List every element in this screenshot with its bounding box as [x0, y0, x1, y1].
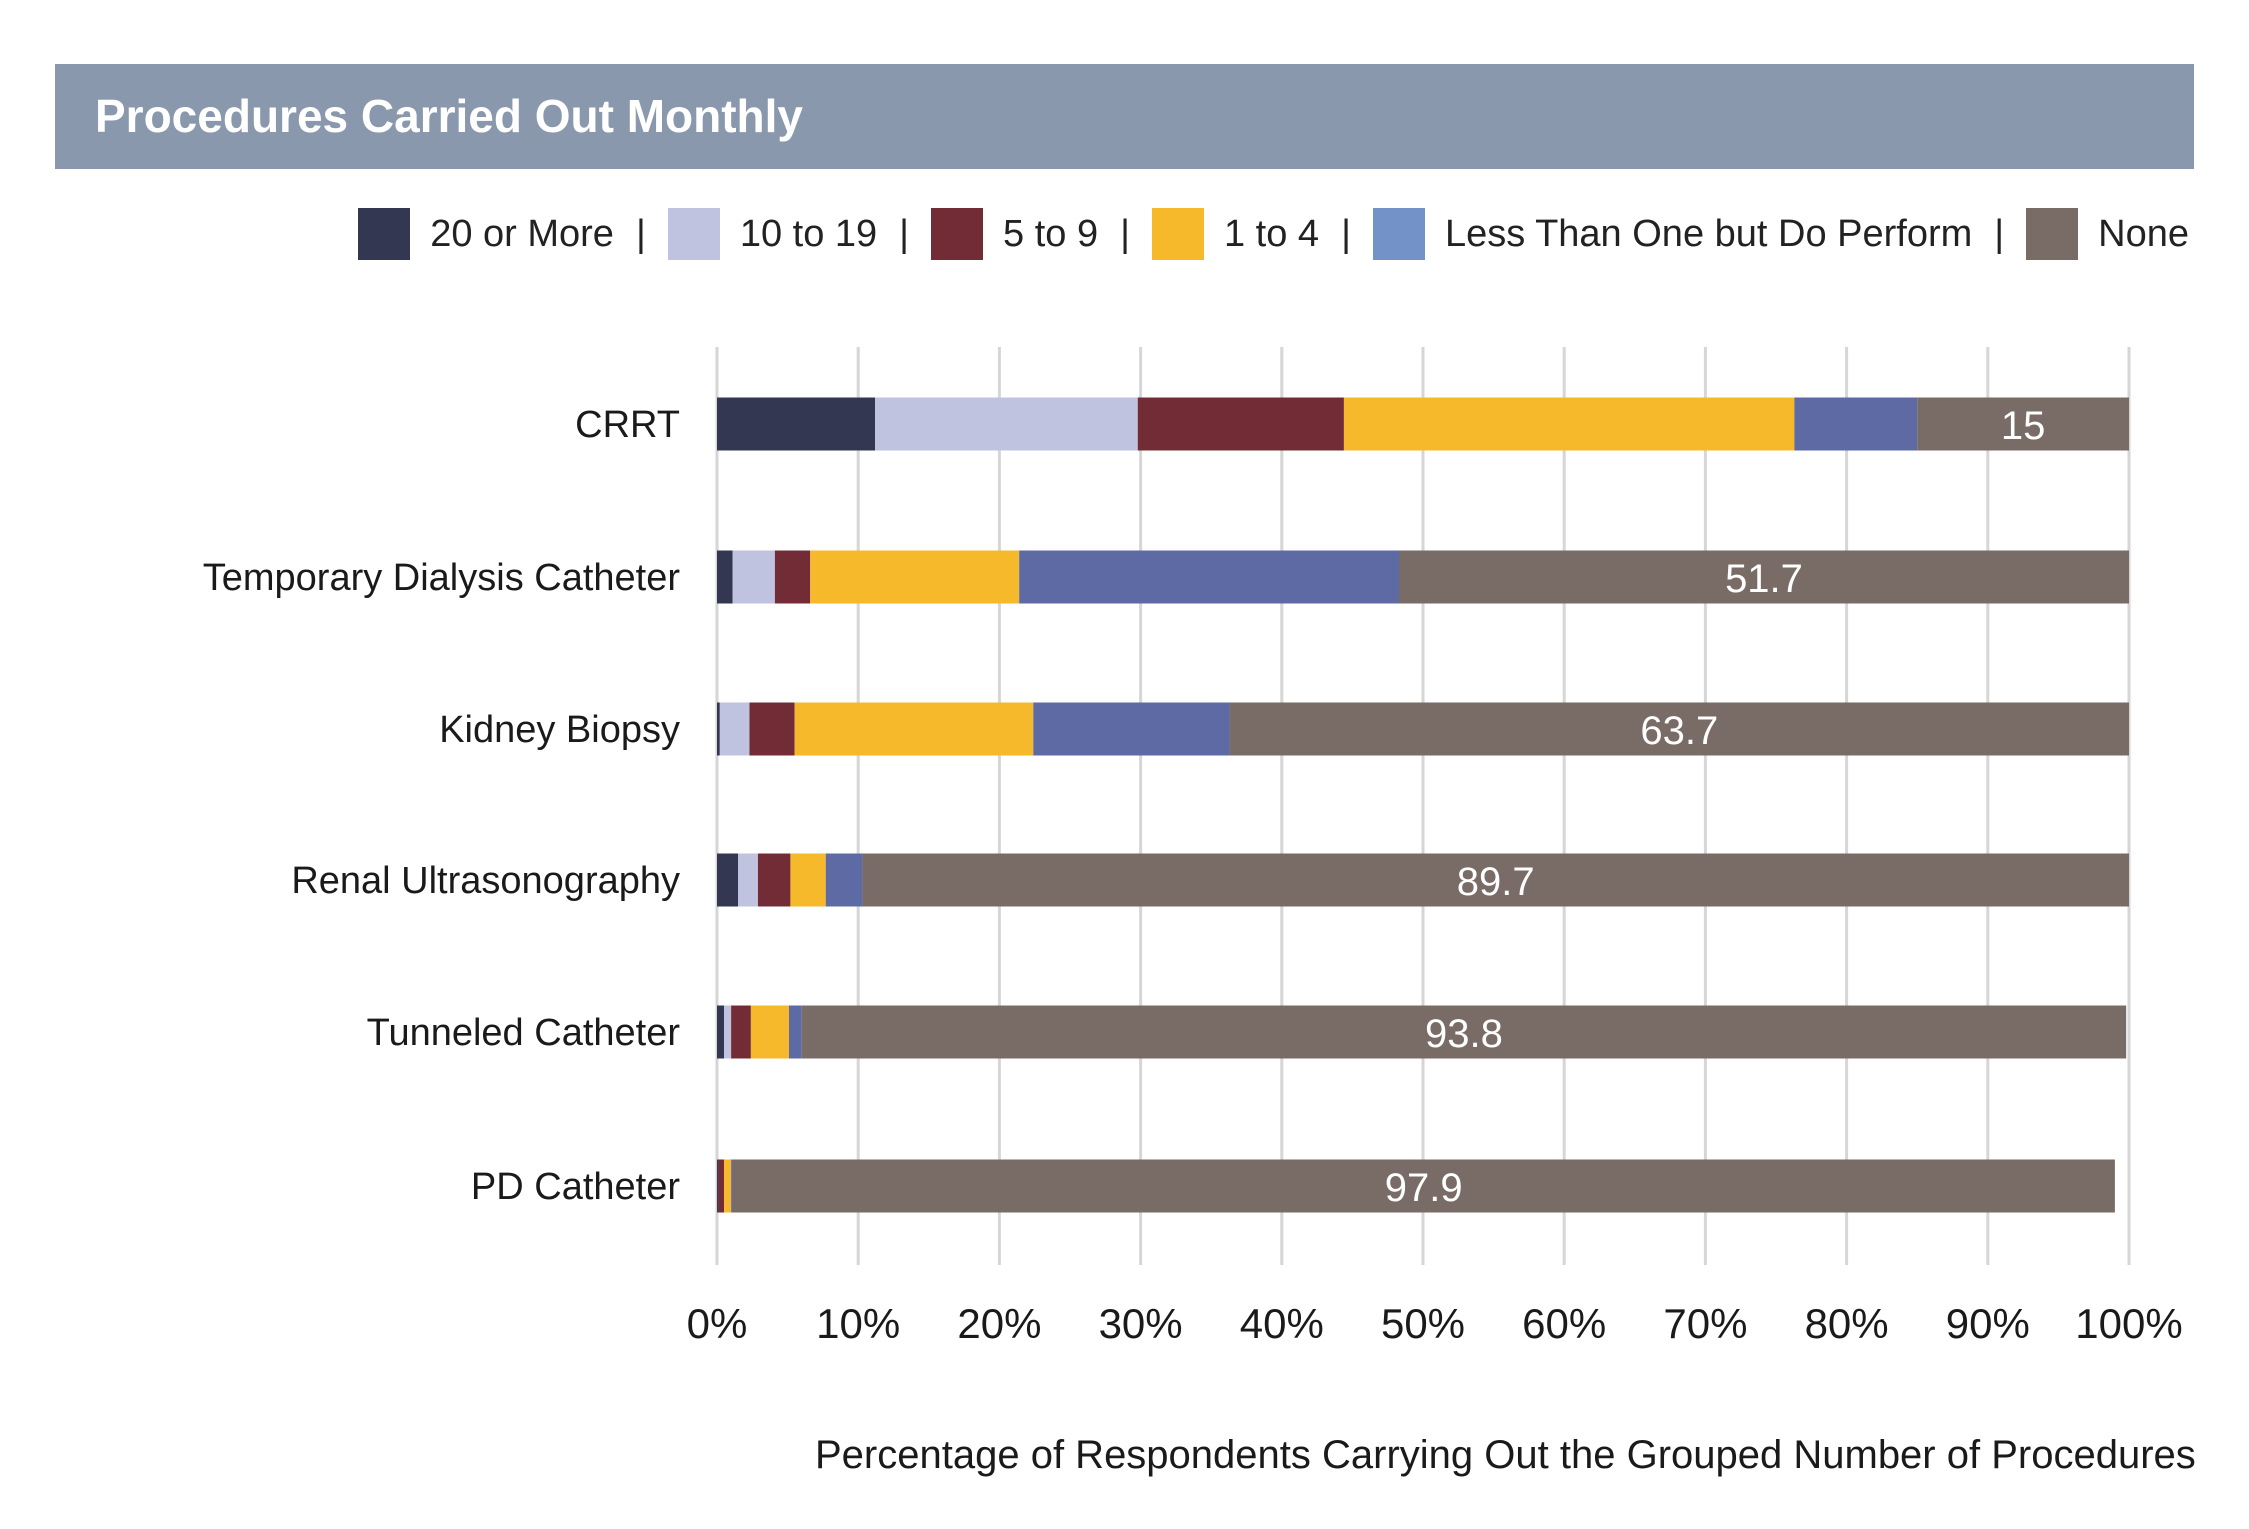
legend-label: 20 or More [430, 212, 614, 255]
x-tick-label: 40% [1240, 1300, 1324, 1347]
bar-segment [724, 1005, 732, 1059]
bar-segment [1917, 397, 2129, 451]
x-tick-label: 30% [1099, 1300, 1183, 1347]
bar-segment [732, 1159, 2115, 1213]
bar-segment [1398, 550, 2129, 604]
x-tick-label: 70% [1663, 1300, 1747, 1347]
bar-segment [774, 550, 811, 604]
x-tick-label: 20% [957, 1300, 1041, 1347]
bar-segment [717, 702, 720, 756]
legend-swatch [1372, 208, 1425, 260]
legend-label: None [2098, 212, 2189, 255]
bar-segment [749, 702, 795, 756]
bar-segment [738, 853, 758, 907]
data-label: 97.9 [1385, 1166, 1463, 1210]
legend-label: Less Than One but Do Perform [1444, 212, 1973, 255]
title-bar: Procedures Carried Out Monthly [55, 64, 2194, 169]
data-label: 93.8 [1425, 1012, 1503, 1056]
bar-segment [718, 1159, 725, 1213]
bar-segment [794, 702, 1034, 756]
bar-segment [717, 550, 733, 604]
legend-item: 1 to 4 [1151, 208, 1320, 260]
legend-label: 1 to 4 [1223, 212, 1320, 255]
bar-segment [875, 397, 1138, 451]
bar-segment [717, 1005, 725, 1059]
legend-swatch [931, 208, 984, 260]
x-tick-label: 50% [1381, 1300, 1465, 1347]
legend-swatch [358, 208, 411, 260]
data-label: 89.7 [1457, 860, 1535, 904]
legend-separator: | [1120, 212, 1130, 255]
x-tick-label: 100% [2075, 1300, 2182, 1347]
legend-separator: | [635, 212, 646, 255]
legend-item: 20 or More [358, 208, 614, 260]
legend-swatch [2026, 208, 2079, 260]
bar-segment [1229, 702, 2129, 756]
bar-segment [717, 397, 876, 451]
category-label: Temporary Dialysis Catheter [203, 557, 681, 599]
x-tick-label: 10% [816, 1300, 900, 1347]
category-label: Tunneled Catheter [367, 1012, 681, 1054]
x-tick-label: 60% [1522, 1300, 1606, 1347]
bar-segment [1137, 397, 1344, 451]
bar-segment [790, 853, 826, 907]
bar-segment [724, 1159, 732, 1213]
bar-segment [801, 1005, 2127, 1059]
legend-item: 10 to 19 [667, 208, 878, 260]
category-label: Kidney Biopsy [439, 709, 680, 751]
bar-segment [1343, 397, 1795, 451]
x-tick-label: 80% [1805, 1300, 1889, 1347]
x-axis-title: Percentage of Respondents Carrying Out t… [815, 1433, 2196, 1477]
legend-separator: | [899, 212, 910, 255]
bar-segment [750, 1005, 790, 1059]
legend-label: 10 to 19 [739, 212, 878, 255]
bar-segment [810, 550, 1020, 604]
legend-separator: | [1994, 212, 2005, 255]
bar-segment [732, 550, 775, 604]
bar-segment [719, 702, 750, 756]
bar-segment [731, 1005, 751, 1059]
legend-swatch [667, 208, 720, 260]
bar-segment [717, 853, 739, 907]
bar-segment [1794, 397, 1918, 451]
category-label: Renal Ultrasonography [291, 860, 680, 902]
category-label: CRRT [575, 404, 680, 446]
bar-segment [789, 1005, 802, 1059]
chart-title: Procedures Carried Out Monthly [95, 90, 804, 142]
legend: 20 or More | 10 to 19 | 5 to 9 | 1 to 4 | Less T… [358, 207, 2189, 261]
legend-item: Less Than One but Do Perform [1372, 208, 1973, 260]
bar-segment [825, 853, 863, 907]
data-label: 15 [2001, 404, 2046, 448]
category-label: PD Catheter [471, 1166, 680, 1208]
bar-segment [1019, 550, 1399, 604]
bar-segment [1033, 702, 1230, 756]
bar-segment [717, 1159, 719, 1213]
bar-segment [862, 853, 2129, 907]
data-label: 63.7 [1640, 709, 1718, 753]
legend-label: 5 to 9 [1003, 212, 1099, 255]
bar-segment [731, 1159, 733, 1213]
legend-separator: | [1341, 212, 1351, 255]
data-label: 51.7 [1725, 557, 1803, 601]
x-tick-label: 0% [687, 1300, 748, 1347]
legend-item: 5 to 9 [931, 208, 1098, 260]
bar-segment [757, 853, 791, 907]
x-tick-label: 90% [1946, 1300, 2030, 1347]
legend-item: None [2026, 208, 2189, 260]
legend-swatch [1151, 208, 1204, 260]
